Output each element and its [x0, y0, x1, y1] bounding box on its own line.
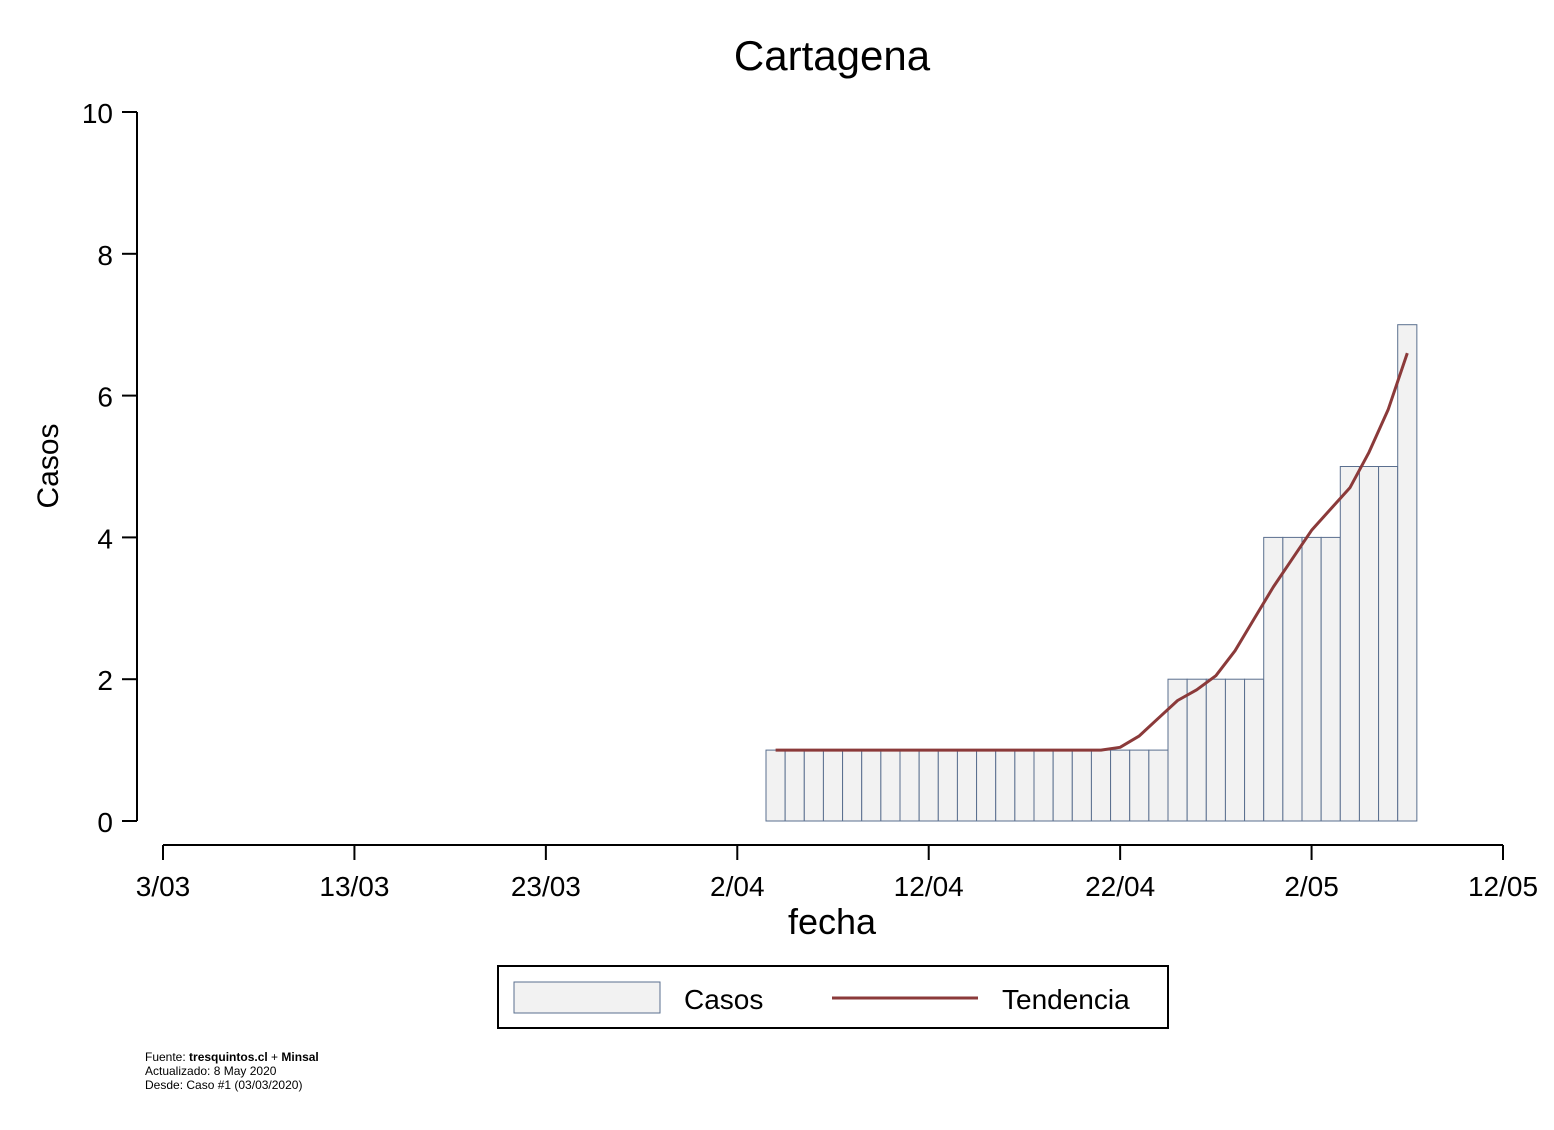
x-tick-label: 23/03	[511, 871, 581, 902]
casos-bar	[803, 749, 824, 822]
footer-source-label: Fuente:	[145, 1050, 190, 1064]
casos-bar	[1282, 536, 1303, 822]
y-tick-label: 6	[97, 382, 113, 413]
x-tick-label: 13/03	[319, 871, 389, 902]
footer-since: Desde: Caso #1 (03/03/2020)	[145, 1078, 303, 1092]
casos-bar	[1014, 749, 1035, 822]
legend: Casos Tendencia	[497, 965, 1169, 1029]
casos-bar	[1033, 749, 1054, 822]
footer-source-sep: +	[267, 1050, 282, 1064]
casos-bar	[1052, 749, 1073, 822]
y-tick-label: 0	[97, 807, 113, 838]
casos-bar	[1110, 749, 1131, 822]
y-tick-label: 4	[97, 523, 113, 554]
legend-swatch-casos	[513, 981, 661, 1014]
footer-source: Fuente: tresquintos.cl + Minsal	[145, 1050, 319, 1064]
casos-bar	[861, 749, 882, 822]
casos-bar	[1205, 678, 1226, 822]
casos-bar	[956, 749, 978, 822]
footer-notes: Fuente: tresquintos.cl + Minsal Actualiz…	[145, 1050, 319, 1092]
casos-bar	[880, 749, 901, 822]
x-axis-ticks: 3/03 13/03 23/03 2/04 12/04 22/04 2/05 12/05	[136, 845, 1538, 902]
x-tick-label: 2/05	[1284, 871, 1339, 902]
casos-bar	[1301, 536, 1322, 822]
casos-bar	[1224, 678, 1246, 822]
casos-bar	[1090, 749, 1112, 822]
y-tick-label: 10	[82, 98, 113, 129]
x-tick-label: 12/05	[1468, 871, 1538, 902]
chart-title: Cartagena	[734, 32, 931, 79]
x-tick-label: 12/04	[894, 871, 964, 902]
casos-bar	[784, 749, 805, 822]
footer-source-org: Minsal	[281, 1050, 319, 1064]
y-tick-label: 8	[97, 240, 113, 271]
casos-bar	[1320, 536, 1341, 822]
casos-bar	[822, 749, 844, 822]
y-tick-label: 2	[97, 665, 113, 696]
casos-bar	[765, 749, 786, 822]
casos-bar	[976, 749, 997, 822]
casos-bar	[918, 749, 939, 822]
casos-bars	[765, 324, 1418, 822]
x-axis-label: fecha	[788, 901, 877, 942]
x-tick-label: 22/04	[1085, 871, 1155, 902]
casos-bar	[937, 749, 958, 822]
casos-bar	[1339, 466, 1360, 822]
x-tick-label: 3/03	[136, 871, 191, 902]
casos-bar	[1186, 678, 1207, 822]
casos-bar	[1378, 466, 1399, 822]
y-axis-label: Casos	[32, 423, 65, 508]
casos-bar	[1358, 466, 1380, 822]
legend-label-casos: Casos	[684, 984, 763, 1015]
casos-bar	[1148, 749, 1169, 822]
casos-bar	[1071, 749, 1092, 822]
casos-bar	[1244, 678, 1265, 822]
casos-bar	[899, 749, 920, 822]
legend-label-tendencia: Tendencia	[1002, 984, 1130, 1015]
casos-bar	[1129, 749, 1150, 822]
footer-updated: Actualizado: 8 May 2020	[145, 1064, 277, 1078]
casos-bar	[995, 749, 1016, 822]
footer-source-site: tresquintos.cl	[189, 1050, 268, 1064]
tendencia-line	[775, 352, 1409, 752]
x-tick-label: 2/04	[710, 871, 765, 902]
y-axis-ticks: 0 2 4 6 8 10	[82, 98, 137, 838]
casos-bar	[842, 749, 863, 822]
casos-bar	[1397, 324, 1418, 822]
casos-bar	[1263, 536, 1284, 822]
